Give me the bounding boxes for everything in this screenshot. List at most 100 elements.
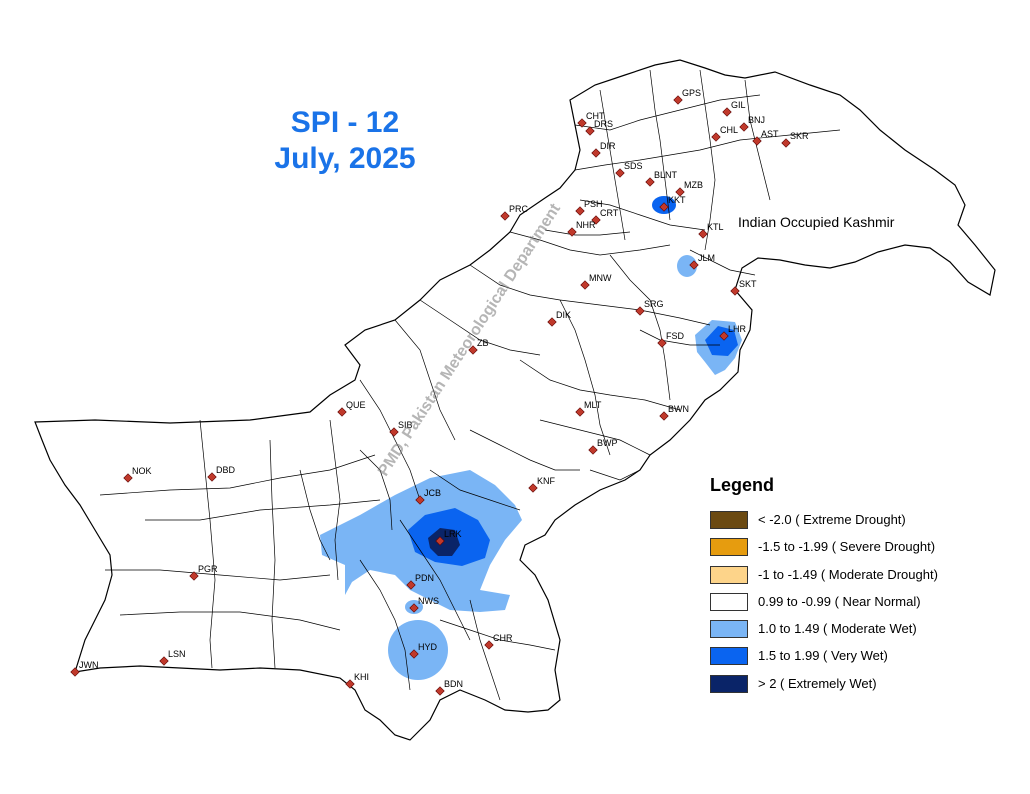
legend-item: -1 to -1.49 ( Moderate Drought) [710, 563, 1010, 590]
station-label: JLM [698, 253, 715, 263]
station-marker [675, 187, 685, 197]
station-label: PDN [415, 573, 434, 583]
station-label: BDN [444, 679, 463, 689]
station-marker [567, 227, 577, 237]
legend-label: > 2 ( Extremely Wet) [758, 675, 877, 691]
moderate-wet-zone-jhelum [677, 255, 697, 277]
station-marker [588, 445, 598, 455]
station-label: JCB [424, 488, 441, 498]
station-marker [409, 603, 419, 613]
station-label: NHR [576, 220, 596, 230]
station-label: BWP [597, 438, 618, 448]
station-marker [528, 483, 538, 493]
station-marker [345, 679, 355, 689]
station-label: DIK [556, 310, 571, 320]
station-marker [689, 260, 699, 270]
station-marker [337, 407, 347, 417]
station-label: KKT [668, 195, 686, 205]
legend-label: 0.99 to -0.99 ( Near Normal) [758, 593, 921, 609]
station-marker [468, 345, 478, 355]
legend-swatch [710, 565, 748, 584]
station-label: KNF [537, 476, 556, 486]
station-label: LSN [168, 649, 186, 659]
legend-swatch [710, 620, 748, 639]
region-label-kashmir: Indian Occupied Kashmir [738, 214, 895, 230]
station-marker [730, 286, 740, 296]
station-marker [657, 338, 667, 348]
station-label: DRS [594, 119, 613, 129]
station-marker [781, 138, 791, 148]
station-label: GPS [682, 88, 701, 98]
station-marker [500, 211, 510, 221]
legend-swatch [710, 647, 748, 666]
station-label: BNJ [748, 115, 765, 125]
station-marker [577, 118, 587, 128]
station-label: SIB [398, 420, 413, 430]
station-marker [159, 656, 169, 666]
station-marker [659, 411, 669, 421]
station-marker [722, 107, 732, 117]
station-marker [409, 649, 419, 659]
legend-title: Legend [710, 475, 775, 495]
legend-label: -1.5 to -1.99 ( Severe Drought) [758, 539, 936, 555]
station-label: FSD [666, 331, 685, 341]
station-label: KHI [354, 672, 369, 682]
station-label: ZB [477, 338, 489, 348]
legend-swatch [710, 538, 748, 557]
station-marker [711, 132, 721, 142]
map-title-period: July, 2025 [274, 142, 416, 175]
station-label: CHL [720, 125, 738, 135]
extremely-wet-zone-sindh [428, 528, 460, 556]
district-boundaries [99, 69, 841, 701]
legend-label: 1.0 to 1.49 ( Moderate Wet) [758, 621, 917, 637]
station-label: MNW [589, 273, 612, 283]
station-label: NWS [418, 596, 439, 606]
station-marker [389, 427, 399, 437]
wet-zones [320, 196, 742, 680]
station-label: SDS [624, 161, 643, 171]
station-marker [207, 472, 217, 482]
legend-label: 1.5 to 1.99 ( Very Wet) [758, 648, 888, 664]
station-label: HYD [418, 642, 438, 652]
station-marker [585, 126, 595, 136]
station-marker [415, 495, 425, 505]
station-marker [591, 215, 601, 225]
station-label: DBD [216, 465, 236, 475]
station-label: NOK [132, 466, 152, 476]
station-marker [719, 331, 729, 341]
map-title-index: SPI - 12 [290, 106, 400, 139]
legend-item: 0.99 to -0.99 ( Near Normal) [710, 590, 1010, 617]
station-label: BLNT [654, 170, 678, 180]
station-label: LHR [728, 324, 747, 334]
station-marker [189, 571, 199, 581]
station-marker [575, 206, 585, 216]
country-outline [34, 59, 996, 741]
station-marker [615, 168, 625, 178]
station-marker [70, 667, 80, 677]
station-label: SKT [739, 279, 757, 289]
legend-item: > 2 ( Extremely Wet) [710, 672, 1010, 699]
station-label: QUE [346, 400, 366, 410]
station-label: LRK [444, 529, 462, 539]
station-label: GIL [731, 100, 746, 110]
station-marker [580, 280, 590, 290]
legend-item: 1.0 to 1.49 ( Moderate Wet) [710, 617, 1010, 644]
station-marker [435, 686, 445, 696]
station-label: SRG [644, 299, 664, 309]
station-marker [698, 229, 708, 239]
station-label: MLT [584, 400, 602, 410]
station-marker [406, 580, 416, 590]
legend-label: < -2.0 ( Extreme Drought) [758, 512, 906, 527]
station-label: CRT [600, 208, 619, 218]
station-label: DIR [600, 141, 616, 151]
station-marker [673, 95, 683, 105]
moderate-wet-zone-hyderabad [388, 620, 448, 680]
station-label: SKR [790, 131, 809, 141]
legend-item: < -2.0 ( Extreme Drought) [710, 508, 1010, 535]
station-label: CHT [586, 111, 605, 121]
legend-swatch [710, 511, 748, 529]
station-marker [547, 317, 557, 327]
